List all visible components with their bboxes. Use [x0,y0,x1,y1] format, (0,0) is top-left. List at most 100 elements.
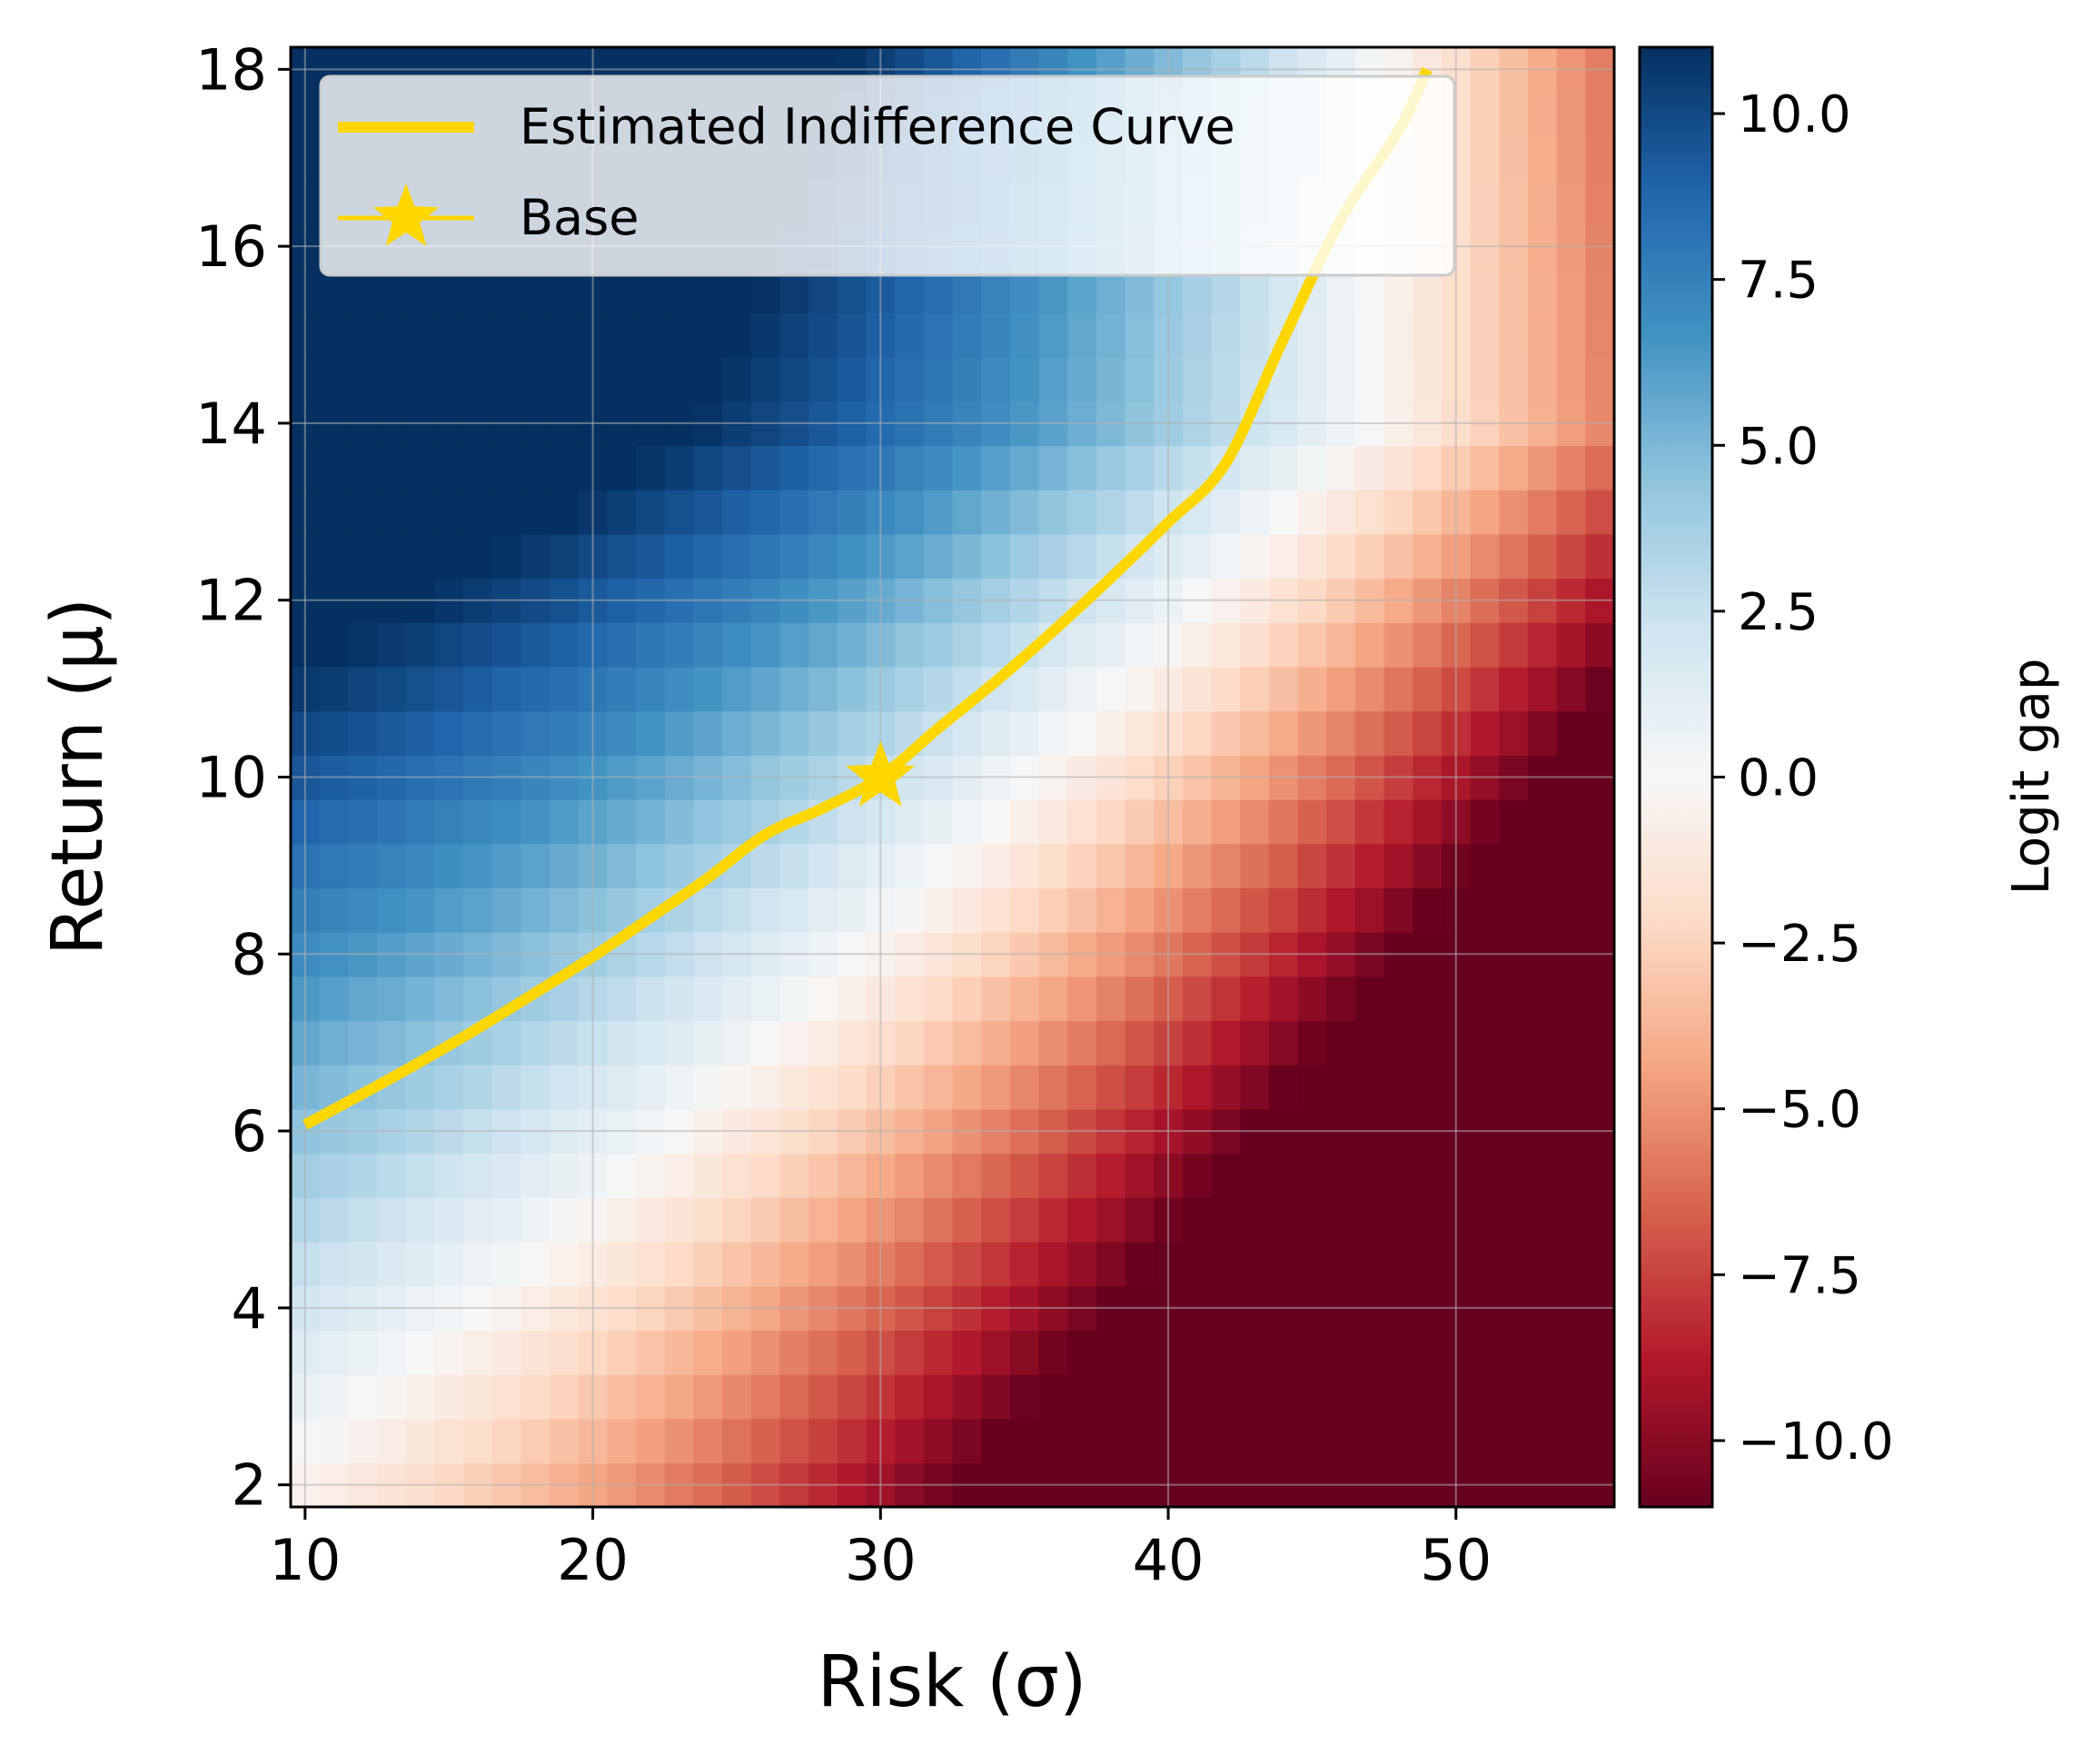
heatmap-cell [463,976,493,1022]
heatmap-cell [722,1330,752,1375]
heatmap-cell [837,843,868,889]
heatmap-cell [1038,1330,1068,1375]
heatmap-cell [636,312,666,358]
y-tick-label: 2 [232,1452,267,1519]
indifference-curve-line [302,66,1433,1130]
heatmap-cell [1413,887,1443,933]
heatmap-cell [1240,798,1270,845]
heatmap-cell [750,666,781,712]
heatmap-cell [1527,976,1558,1022]
heatmap-cell [1067,445,1097,491]
heatmap-cell [808,1373,838,1420]
legend-label-curve: Estimated Indifference Curve [520,98,1235,155]
heatmap-cell [1240,445,1270,491]
heatmap-cell [1096,1418,1126,1464]
heatmap-cell [895,887,925,933]
heatmap-cell [981,710,1011,756]
heatmap-cell [1556,533,1587,580]
heatmap-cell [1470,622,1501,668]
heatmap-cell [1096,1197,1126,1243]
heatmap-cell [1067,666,1097,712]
heatmap-cell [1038,356,1068,402]
heatmap-cell [491,445,522,491]
heatmap-cell [779,533,809,580]
heatmap-cell [1383,798,1414,845]
heatmap-cell [1182,1330,1213,1375]
heatmap-cell [1585,268,1614,313]
heatmap-cell [1297,1065,1328,1110]
heatmap-cell [664,1153,695,1198]
heatmap-cell [1383,489,1414,535]
heatmap-cell [1499,135,1529,181]
heatmap-cell [837,1373,868,1420]
colorbar-tick-label: 2.5 [1738,583,1819,642]
heatmap-cell [521,798,550,845]
heatmap-cell [1585,135,1614,181]
heatmap-cell [981,887,1011,933]
heatmap-cell [491,1020,522,1065]
heatmap-cell [981,1330,1011,1375]
heatmap-cell [1067,1330,1097,1375]
heatmap-cell [1211,489,1242,535]
heatmap-cell [837,710,868,756]
heatmap-cell [1297,798,1328,845]
heatmap-cell [1585,1373,1614,1420]
heatmap-cell [1527,1241,1558,1287]
heatmap-cell [636,666,666,712]
heatmap-cell [521,312,550,358]
heatmap-cell [1268,843,1299,889]
heatmap-cell [1211,843,1242,889]
heatmap-cell [1527,1418,1558,1464]
heatmap-cell [319,1418,350,1464]
heatmap-cell [1067,976,1097,1022]
heatmap-cell [1527,356,1558,402]
heatmap-cell [1383,1197,1414,1243]
heatmap-cell [1067,312,1097,358]
heatmap-cell [1470,710,1501,756]
heatmap-cell [1240,887,1270,933]
heatmap-cell [722,622,752,668]
heatmap-cell [1268,1065,1299,1110]
heatmap-cell [923,622,954,668]
heatmap-cell [1585,91,1614,137]
heatmap-cell [1585,356,1614,402]
heatmap-cell [491,710,522,756]
heatmap-cell [1297,489,1328,535]
heatmap-cell [434,843,464,889]
heatmap-cell [463,887,493,933]
heatmap-cell [1297,1373,1328,1420]
heatmap-cell [1067,533,1097,580]
heatmap-cell [434,976,464,1022]
heatmap-cell [895,843,925,889]
heatmap-cell [1240,1373,1270,1420]
heatmap-cell [377,1197,407,1243]
heatmap-cell [722,533,752,580]
heatmap-cell [1413,1020,1443,1065]
heatmap-cell [607,1330,637,1375]
heatmap-cell [348,1241,378,1287]
heatmap-cell [377,489,407,535]
heatmap-cell [377,1330,407,1375]
heatmap-cell [837,1241,868,1287]
heatmap-cell [1326,1418,1356,1464]
heatmap-cell [1499,666,1529,712]
heatmap-cell [550,356,580,402]
heatmap-cell [405,1241,436,1287]
heatmap-cell [693,489,723,535]
heatmap-cell [1470,356,1501,402]
heatmap-cell [491,1153,522,1198]
heatmap-cell [750,356,781,402]
heatmap-cell [923,1197,954,1243]
heatmap-cell [319,622,350,668]
heatmap-cell [1527,622,1558,668]
heatmap-cell [1038,798,1068,845]
heatmap-cell [1585,445,1614,491]
colorbar-tick-label: 7.5 [1738,252,1819,311]
heatmap-cell [434,887,464,933]
heatmap-cell [1326,312,1356,358]
heatmap-cell [1527,268,1558,313]
heatmap-cell [750,312,781,358]
heatmap-cell [1125,710,1155,756]
heatmap-cell [1125,666,1155,712]
heatmap-cell [837,666,868,712]
